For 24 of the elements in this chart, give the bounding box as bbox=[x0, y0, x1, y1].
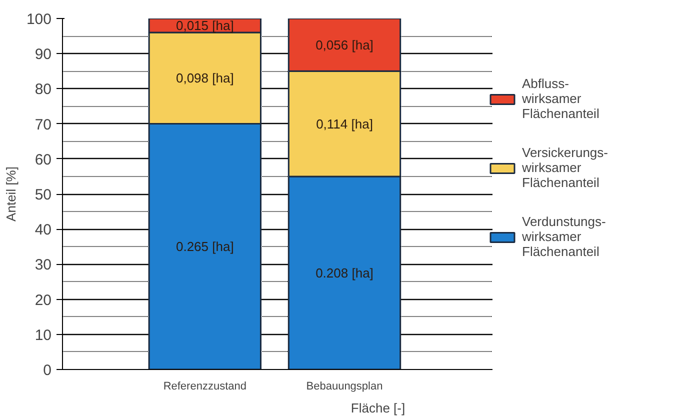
y-tick-label: 50 bbox=[34, 186, 52, 204]
y-tick-label: 30 bbox=[34, 256, 52, 274]
x-tick-label: Referenzzustand bbox=[163, 380, 246, 392]
legend-label: Abfluss- wirksamer Flächenanteil bbox=[522, 76, 600, 121]
y-tick-label: 70 bbox=[34, 116, 52, 134]
y-axis-title: Anteil [%] bbox=[3, 166, 18, 222]
y-tick-label: 60 bbox=[34, 151, 52, 168]
y-tick-label: 20 bbox=[34, 292, 52, 309]
annotation: 0,015 [ha] bbox=[176, 18, 234, 34]
y-tick-label: 90 bbox=[34, 46, 52, 64]
annotation: 0.208 [ha] bbox=[316, 265, 374, 280]
y-tick-label: 40 bbox=[34, 222, 52, 239]
y-tick-label: 10 bbox=[34, 326, 52, 344]
annotation: 0,114 [ha] bbox=[316, 116, 373, 132]
x-tick-label: Bebauungsplan bbox=[306, 380, 383, 392]
y-tick-label: 80 bbox=[34, 81, 52, 98]
annotation: 0,056 [ha] bbox=[316, 37, 374, 52]
legend-label: Versickerungs- wirksamer Flächenanteil bbox=[522, 145, 608, 190]
legend-label: Verdunstungs- wirksamer Flächenanteil bbox=[522, 214, 606, 259]
y-tick-label: 100 bbox=[26, 11, 52, 28]
annotation: 0.265 [ha] bbox=[176, 239, 234, 254]
y-tick-label: 0 bbox=[43, 362, 52, 379]
annotation: 0,098 [ha] bbox=[176, 70, 234, 86]
x-axis-title: Fläche [-] bbox=[350, 400, 406, 416]
